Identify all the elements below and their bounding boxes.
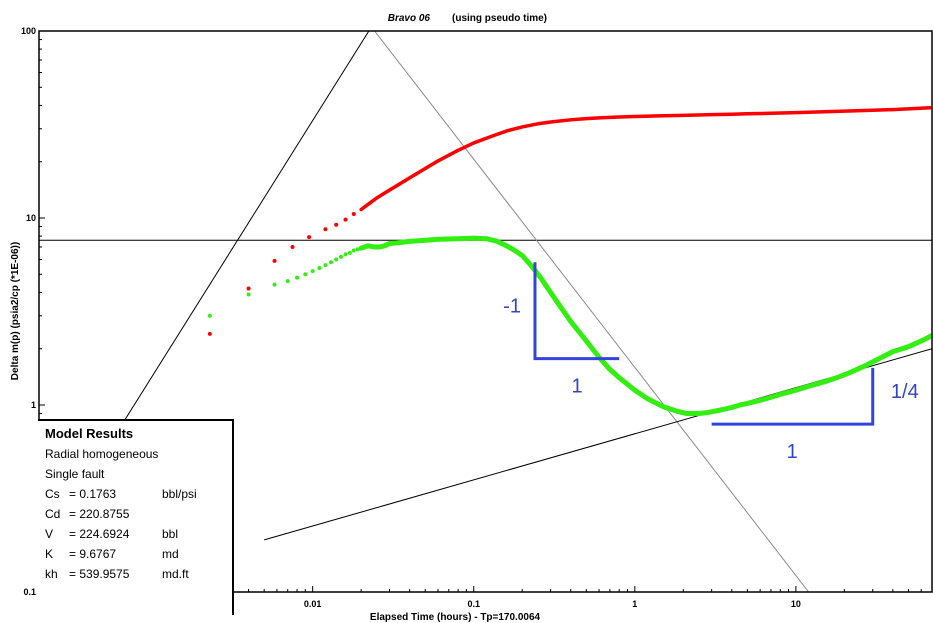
series-0-band [359, 105, 932, 212]
param-value: = 9.6767 [69, 547, 117, 561]
series-1-point [343, 252, 348, 257]
series-0-point [323, 227, 328, 232]
series-1-point [207, 313, 212, 318]
param-row: Cd = 220.8755 [45, 504, 232, 524]
slope-triangles: -1 1 1/4 1 [503, 262, 919, 463]
series-0-point [207, 331, 212, 336]
series-1-point [329, 260, 334, 265]
param-value: = 224.6924 [69, 527, 130, 541]
series-0-point [351, 212, 356, 217]
series-1-point [303, 272, 308, 277]
series-1-band [358, 235, 932, 417]
param-value: = 0.1763 [69, 487, 117, 501]
param-name: Cd [45, 507, 61, 521]
model-results-title: Model Results [45, 426, 134, 441]
series-1-point [317, 266, 322, 271]
param-name: Cs [45, 487, 60, 501]
x-tick-label: 1 [632, 599, 637, 609]
series-0-point [334, 222, 339, 227]
param-value: = 539.9575 [69, 567, 130, 581]
series-1-point [347, 250, 352, 255]
series-1-point [339, 254, 344, 259]
series-0-point [343, 217, 348, 222]
param-row: Cs = 0.1763 bbl/psi [45, 484, 232, 504]
chart-title-rest: (using pseudo time) [452, 13, 547, 24]
series-0-point [246, 286, 251, 291]
x-tick-label: 0.01 [304, 599, 322, 609]
chart-title-well: Bravo 06 [388, 13, 431, 24]
series-1-point [272, 282, 277, 287]
slope-label-horizontal: 1 [787, 441, 798, 463]
slope-triangle-1 [711, 367, 875, 426]
series-1-point [246, 292, 251, 297]
slope-label-vertical: 1/4 [891, 381, 919, 403]
param-name: K [45, 547, 54, 561]
series-0-point [290, 244, 295, 249]
series-1-point [323, 263, 328, 268]
data-series [207, 105, 932, 417]
x-axis-title: Elapsed Time (hours) - Tp=170.0064 [370, 612, 541, 623]
series-1-point [295, 275, 300, 280]
y-tick-label: 0.1 [23, 587, 36, 597]
model-results-box: Model Results Radial homogeneous Single … [38, 419, 234, 615]
y-axis-title: Delta m(p) (psia2/cp (*1E-06)) [10, 242, 21, 380]
series-1-point [351, 248, 356, 253]
series-1-point [285, 279, 290, 284]
param-row: K = 9.6767 md [45, 544, 232, 564]
unit-slope-line [87, 31, 370, 480]
param-unit: md.ft [162, 567, 189, 581]
slope-label-horizontal: 1 [572, 376, 583, 398]
plot-frame [38, 30, 933, 593]
series-0-point [272, 258, 277, 263]
param-unit [162, 504, 222, 524]
param-name: kh [45, 567, 58, 581]
param-unit: bbl/psi [162, 487, 197, 501]
series-1-point [355, 247, 360, 252]
series-1-point [334, 257, 339, 262]
series-1-point [310, 269, 315, 274]
param-row: V = 224.6924 bbl [45, 524, 232, 544]
series-0-point [307, 235, 312, 240]
model-type-line: Radial homogeneous [45, 447, 159, 461]
x-tick-label: 10 [791, 599, 801, 609]
param-name: V [45, 527, 54, 541]
negative-slope-line [373, 31, 810, 592]
slope-label-vertical: -1 [503, 295, 521, 317]
param-value: = 220.8755 [69, 507, 130, 521]
y-tick-label: 1 [31, 400, 36, 410]
boundary-type-line: Single fault [45, 467, 105, 481]
slope-triangle-0 [533, 262, 620, 361]
param-unit: md [162, 547, 179, 561]
x-tick-label: 0.1 [467, 599, 480, 609]
param-row: kh = 539.9575 md.ft [45, 564, 232, 584]
param-unit: bbl [162, 527, 179, 541]
y-tick-label: 100 [21, 26, 36, 36]
y-tick-label: 10 [26, 213, 36, 223]
